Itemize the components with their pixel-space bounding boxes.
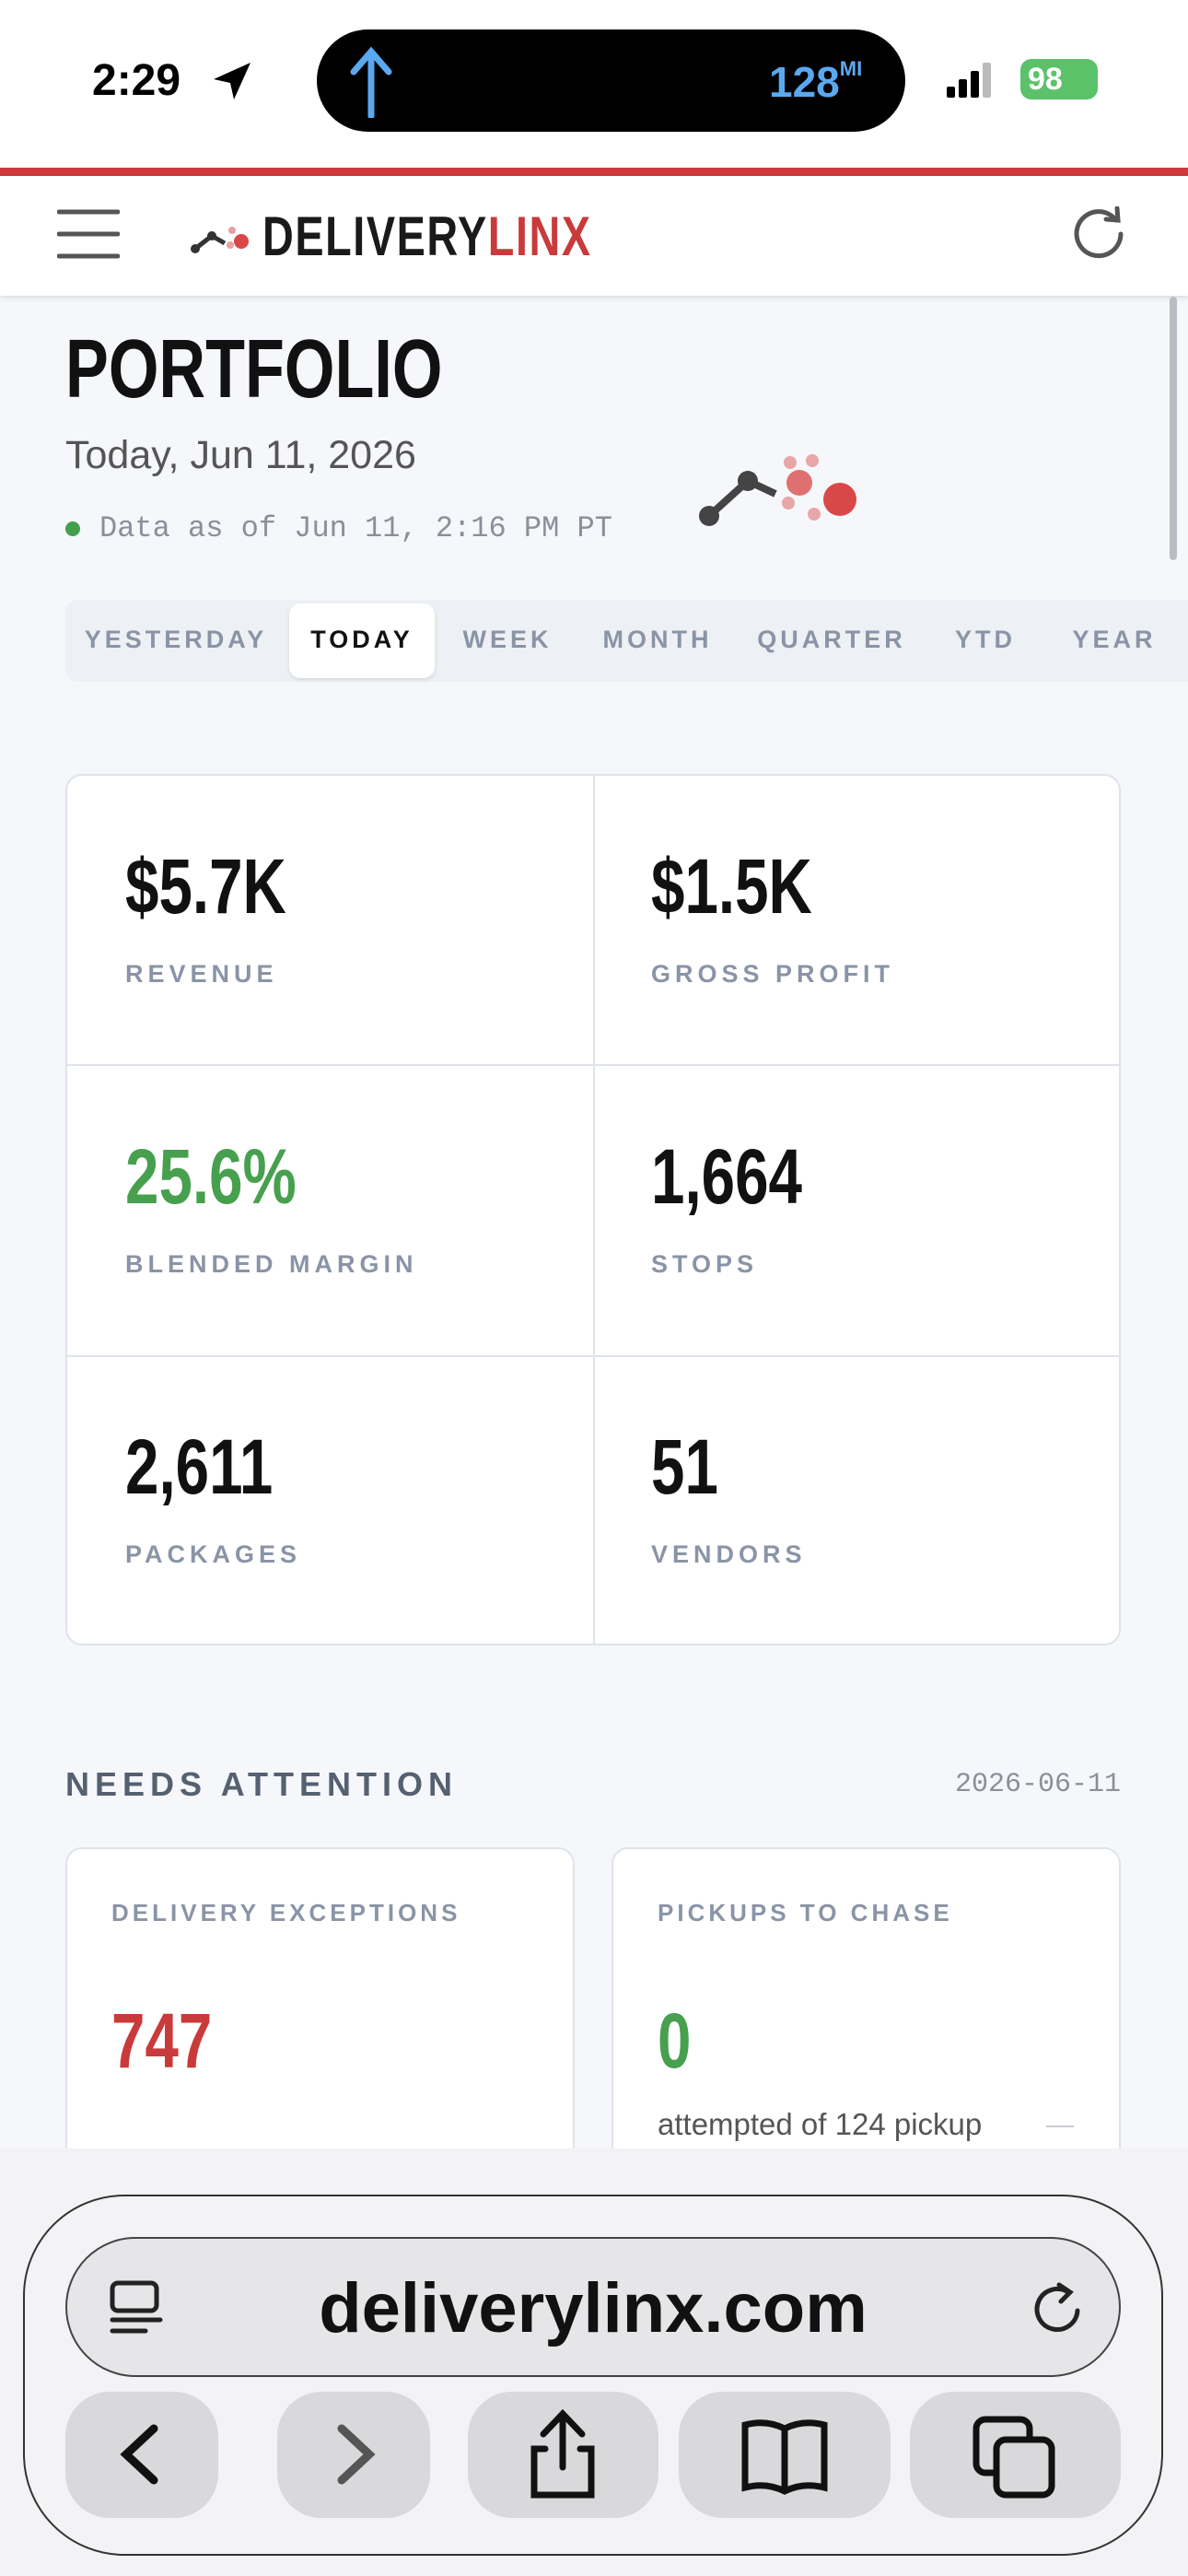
tab[interactable]: TODAY (310, 626, 413, 653)
page-date: Today, Jun 11, 2026 (65, 433, 416, 477)
battery: 98 (1020, 59, 1098, 100)
metrics-grid: $5.7K REVENUE $1.5K GROSS PROFIT 25.6% BLENDE… (65, 774, 1121, 1645)
clock: 2:29 (92, 56, 181, 105)
metric-label: GROSS PROFIT (651, 960, 895, 988)
brand-red: LINX (487, 205, 592, 267)
metric-label: PACKAGES (125, 1540, 302, 1568)
metric-label: REVENUE (125, 960, 278, 988)
refresh-button[interactable] (1073, 206, 1126, 260)
metric-value: 51 (651, 1423, 737, 1512)
location-icon (214, 63, 250, 100)
metric-label: STOPS (651, 1250, 759, 1278)
header (0, 176, 1188, 296)
metric-value: 1,664 (651, 1132, 844, 1222)
metric-value-text: 1,664 (651, 1133, 802, 1220)
brand-dark: DELIVERY (262, 205, 488, 267)
reader-icon[interactable] (109, 2279, 166, 2336)
grid-divider (67, 1355, 1119, 1357)
metric-label: VENDORS (651, 1540, 807, 1568)
reload-icon[interactable] (1028, 2279, 1085, 2336)
toolbar-frame (23, 2195, 1163, 2556)
url[interactable]: deliverylinx.com (319, 2269, 868, 2348)
card-label: PICKUPS TO CHASE (658, 1899, 953, 1926)
tab[interactable]: QUARTER (757, 626, 906, 653)
card-value-text: 747 (111, 1997, 213, 2084)
card-label: DELIVERY EXCEPTIONS (111, 1899, 461, 1926)
tab-bar: YESTERDAY TODAY WEEK MONTH QUARTER YTD YEAR (65, 600, 1188, 682)
grid-divider (593, 776, 595, 1644)
brand: DELIVERYLINX (262, 205, 685, 268)
brand-logo (191, 227, 249, 253)
scrollbar (1170, 297, 1177, 560)
card-value: 0 (658, 1996, 701, 2086)
tab[interactable]: WEEK (462, 626, 553, 653)
arrow-icon (350, 46, 392, 118)
page-title-text: PORTFOLIO (65, 323, 443, 416)
accent-bar (0, 168, 1188, 176)
card-note: attempted of 124 pickup (658, 2107, 983, 2141)
tab-selected-bg (289, 603, 435, 678)
metric-label: BLENDED MARGIN (125, 1250, 418, 1278)
bookmarks-button[interactable] (679, 2392, 891, 2518)
back-button[interactable] (65, 2392, 218, 2518)
metric-value: 2,611 (125, 1423, 315, 1512)
menu-button[interactable] (57, 208, 120, 260)
section-date: 2026-06-11 (954, 1769, 1121, 1800)
card-value-text: 0 (658, 1997, 692, 2084)
share-button[interactable] (468, 2392, 658, 2518)
tab[interactable]: YESTERDAY (84, 626, 268, 653)
metric-value-text: 2,611 (125, 1423, 274, 1510)
tab[interactable]: YTD (955, 626, 1016, 653)
metric-value: 25.6% (125, 1132, 344, 1222)
card-value: 747 (111, 1996, 240, 2086)
section-title: NEEDS ATTENTION (65, 1765, 459, 1803)
url-field[interactable] (65, 2237, 1121, 2377)
hero-logo (699, 454, 856, 526)
data-as-of: Data as of Jun 11, 2:16 PM PT (99, 511, 612, 545)
forward-button[interactable] (277, 2392, 430, 2518)
metric-value: $5.7K (125, 842, 332, 931)
signal-icon (947, 63, 991, 98)
distance-value: 128 (769, 58, 840, 106)
metric-value-text: $1.5K (651, 843, 812, 930)
metric-value-text: 51 (651, 1423, 718, 1510)
tab[interactable]: MONTH (602, 626, 713, 653)
tabs-button[interactable] (910, 2392, 1121, 2518)
metric-value: $1.5K (651, 842, 857, 931)
distance-unit: MI (839, 57, 863, 80)
metric-value-text: $5.7K (125, 843, 286, 930)
tab[interactable]: YEAR (1072, 626, 1157, 653)
status-dot (65, 521, 80, 536)
page-title: PORTFOLIO (65, 322, 549, 417)
metric-value-text: 25.6% (125, 1133, 297, 1220)
card-arrow (1046, 2125, 1074, 2127)
grid-divider (67, 1064, 1119, 1066)
distance: 128MI (769, 57, 862, 107)
dynamic-island (317, 29, 905, 132)
